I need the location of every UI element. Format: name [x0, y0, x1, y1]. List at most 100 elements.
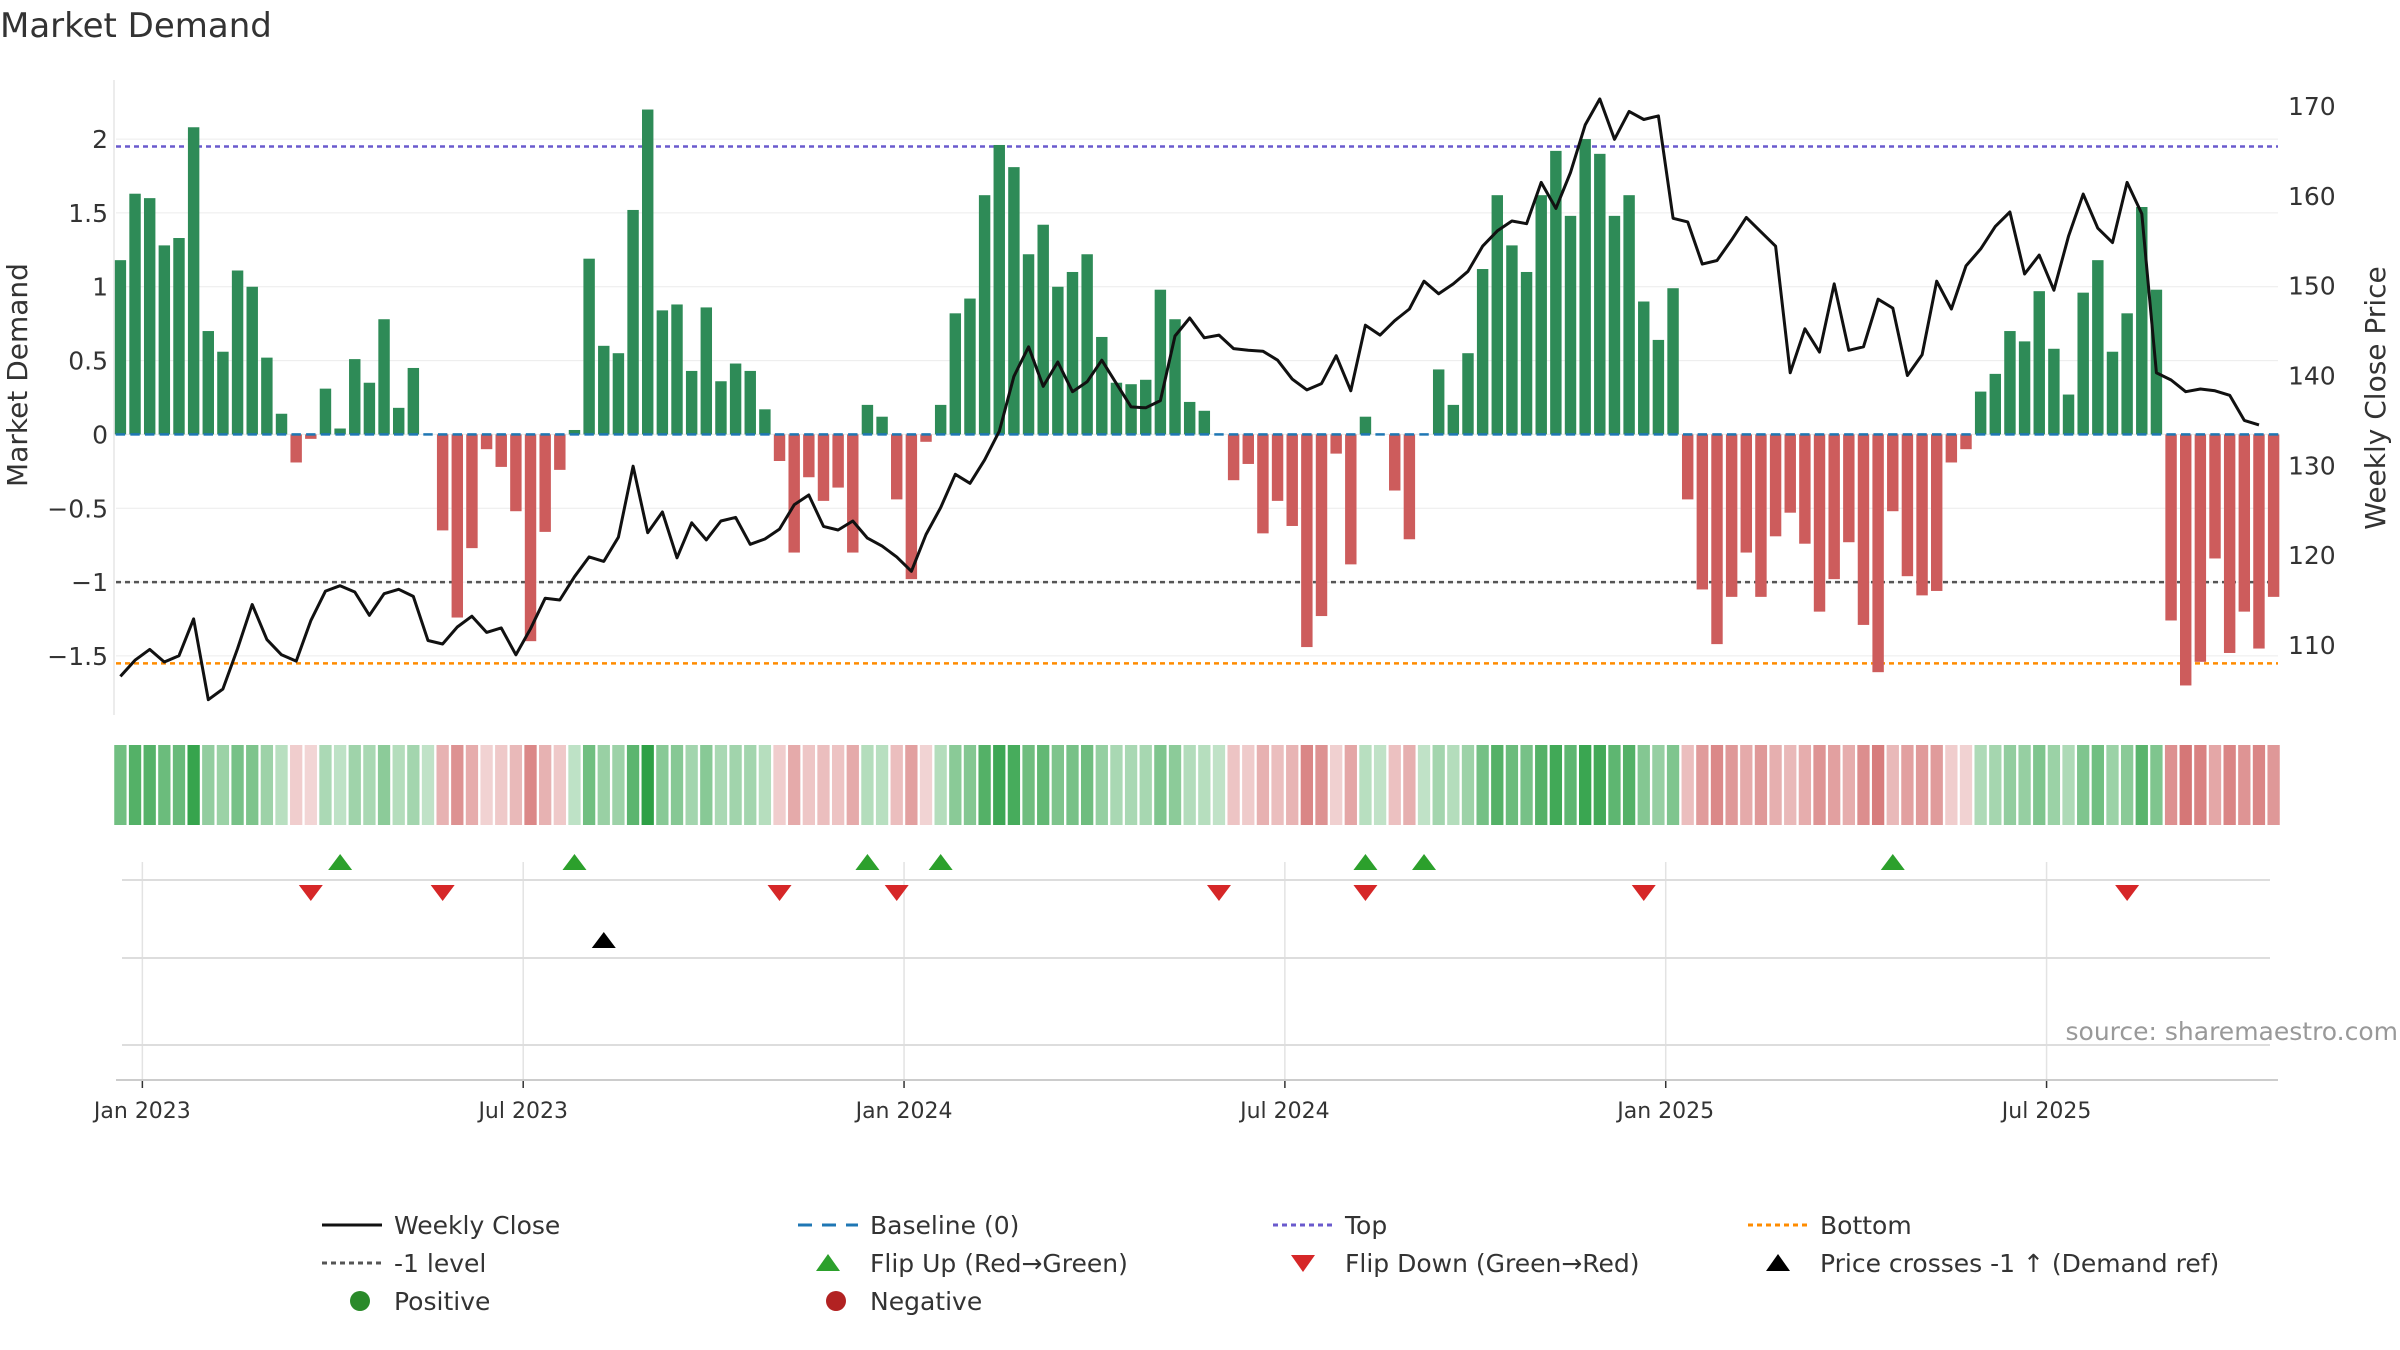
heatmap-cell: [1110, 745, 1123, 825]
demand-bar: [1315, 434, 1328, 617]
flip-down-marker: [2115, 885, 2140, 901]
heatmap-cell: [1886, 745, 1899, 825]
heatmap-cell: [846, 745, 859, 825]
demand-bar: [685, 370, 698, 435]
weekly-close-line: [119, 97, 2260, 702]
demand-bar: [2092, 260, 2104, 435]
demand-bar: [1901, 434, 1914, 577]
demand-bar: [1769, 434, 1782, 537]
legend-item-bottom: Bottom: [1748, 1211, 1912, 1240]
heatmap-cell: [1666, 745, 1680, 825]
heatmap-cell: [597, 745, 610, 825]
heatmap-cell: [377, 745, 391, 825]
heatmap-cell: [465, 745, 479, 825]
heatmap-cell: [934, 745, 947, 825]
y-tick-label: −1: [71, 568, 108, 597]
heatmap-cell: [2018, 745, 2031, 825]
demand-heatmap-strip: [114, 745, 2280, 825]
heatmap-cell: [1989, 745, 2002, 825]
flip-up-marker: [855, 854, 880, 870]
heatmap-cell: [890, 745, 903, 825]
heatmap-cell: [2194, 745, 2207, 825]
demand-bar: [1389, 434, 1401, 491]
legend-label: Positive: [394, 1287, 490, 1316]
y2-axis-label: Weekly Close Price: [2359, 266, 2392, 529]
x-tick-label: Jul 2025: [2000, 1099, 2092, 1124]
heatmap-cell: [1022, 745, 1035, 825]
heatmap-cell: [729, 745, 742, 825]
legend-label: Flip Up (Red→Green): [870, 1249, 1128, 1278]
demand-bar: [978, 195, 991, 435]
heatmap-cell: [1549, 745, 1563, 825]
demand-bar: [1638, 301, 1650, 435]
demand-bar: [1257, 434, 1269, 534]
demand-bar: [1974, 391, 1987, 435]
heatmap-cell: [758, 745, 772, 825]
heatmap-cell: [216, 745, 230, 825]
demand-bar: [905, 434, 918, 580]
heatmap-cell: [861, 745, 874, 825]
demand-bar: [480, 434, 493, 450]
heatmap-cell: [158, 745, 171, 825]
heatmap-cell: [2150, 745, 2163, 825]
heatmap-cell: [2120, 745, 2134, 825]
heatmap-cell: [1154, 745, 1167, 825]
demand-bar: [2077, 292, 2089, 435]
demand-bar: [231, 270, 244, 435]
flip-up-marker: [928, 854, 953, 870]
y-tick-label: −0.5: [47, 494, 108, 523]
demand-bar: [2165, 434, 2177, 621]
heatmap-cell: [187, 745, 200, 825]
heatmap-cell: [744, 745, 757, 825]
demand-bar: [1066, 271, 1079, 435]
demand-bar: [1520, 271, 1533, 435]
heatmap-cell: [1095, 745, 1108, 825]
demand-bar: [392, 407, 405, 435]
demand-bar: [817, 434, 830, 501]
demand-bar: [510, 434, 522, 512]
demand-bar: [114, 260, 127, 435]
demand-bar: [2180, 434, 2192, 686]
demand-bar: [1696, 434, 1709, 590]
heatmap-cell: [1754, 745, 1768, 825]
demand-bar: [1535, 195, 1547, 435]
heatmap-cell: [1681, 745, 1694, 825]
heatmap-cell: [553, 745, 566, 825]
heatmap-cell: [714, 745, 728, 825]
heatmap-cell: [2179, 745, 2192, 825]
demand-bar: [1008, 167, 1020, 435]
demand-bar: [217, 351, 229, 435]
heatmap-cell: [2062, 745, 2075, 825]
demand-bar: [2253, 434, 2265, 649]
demand-bars: [114, 109, 2280, 686]
demand-bar: [1989, 373, 2002, 435]
demand-bar: [876, 416, 888, 435]
demand-bar: [1594, 153, 1606, 435]
demand-bar: [1110, 382, 1123, 435]
demand-bar: [993, 144, 1005, 435]
heatmap-cell: [1959, 745, 1973, 825]
heatmap-cell: [2047, 745, 2061, 825]
main-plot: 2 1.5 1 0.5 0 −0.5 −1 −1.5 170 160 150 140 130 120 11…: [1, 80, 2392, 715]
legend-dot-swatch: [350, 1291, 370, 1311]
heatmap-cell: [1227, 745, 1240, 825]
heatmap-cell: [919, 745, 933, 825]
heatmap-cell: [1300, 745, 1314, 825]
demand-bar: [1872, 434, 1884, 673]
demand-bar: [1930, 434, 1943, 591]
y-tick-label: 1.5: [68, 199, 108, 228]
legend-item-negative: Negative: [826, 1287, 982, 1316]
demand-bar: [2194, 434, 2207, 662]
heatmap-cell: [1051, 745, 1064, 825]
legend-item-weekly-close: Weekly Close: [322, 1211, 560, 1240]
legend: Weekly Close Baseline (0) Top Bottom -1 leve…: [322, 1211, 2219, 1316]
demand-bar: [2136, 207, 2148, 435]
demand-bar: [1960, 434, 1972, 450]
heatmap-cell: [1417, 745, 1431, 825]
demand-bar: [466, 434, 478, 549]
heatmap-cell: [656, 745, 669, 825]
heatmap-cell: [1564, 745, 1577, 825]
heatmap-cell: [1315, 745, 1328, 825]
demand-bar: [1154, 289, 1167, 435]
demand-bar: [568, 429, 581, 435]
